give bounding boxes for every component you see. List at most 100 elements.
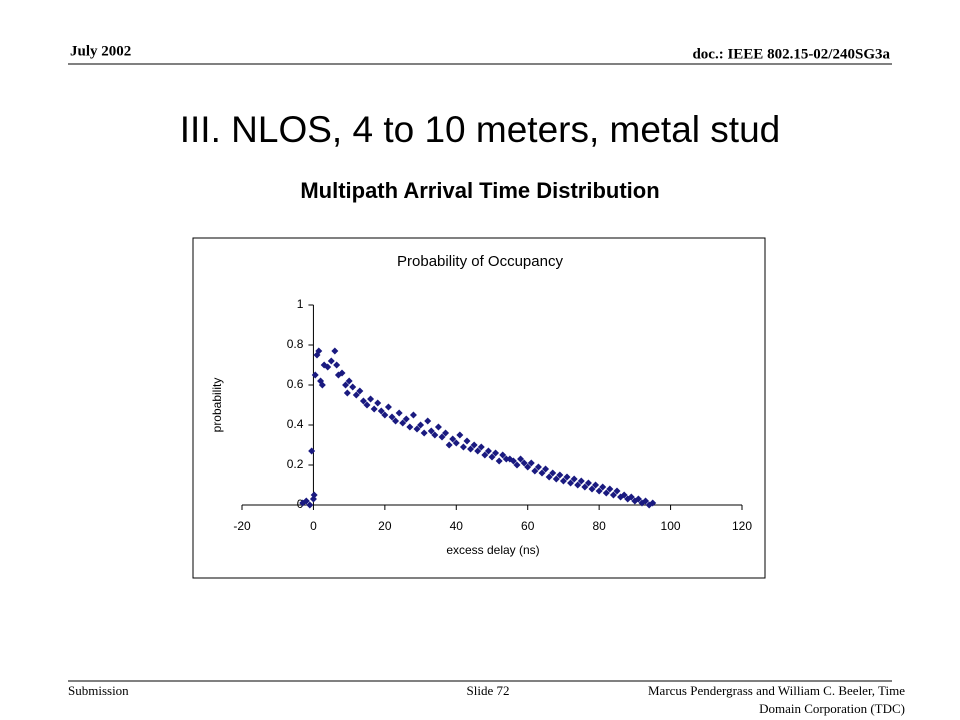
y-axis-label: probability	[210, 378, 224, 433]
point	[599, 483, 607, 491]
point	[331, 347, 339, 355]
point	[417, 421, 425, 429]
point	[552, 475, 560, 483]
point	[302, 497, 310, 505]
point	[531, 467, 539, 475]
point	[520, 459, 528, 467]
point	[456, 431, 464, 439]
point	[602, 489, 610, 497]
header-date: July 2002	[70, 43, 131, 59]
x-tick-label: 80	[592, 519, 606, 533]
point	[424, 417, 432, 425]
point	[549, 469, 557, 477]
point	[567, 479, 575, 487]
point	[452, 439, 460, 447]
point	[381, 411, 389, 419]
footer-left: Submission	[68, 683, 129, 698]
point	[470, 441, 478, 449]
point	[377, 407, 385, 415]
point	[399, 419, 407, 427]
footer-center: Slide 72	[467, 683, 510, 698]
point	[463, 437, 471, 445]
footer-right: Marcus Pendergrass and William C. Beeler…	[648, 683, 905, 698]
y-tick-label: 0.2	[287, 457, 304, 471]
x-axis-label: excess delay (ns)	[446, 543, 539, 557]
point	[406, 423, 414, 431]
point	[324, 363, 332, 371]
point	[431, 431, 439, 439]
point	[570, 475, 578, 483]
point	[342, 381, 350, 389]
point	[315, 347, 323, 355]
point	[481, 451, 489, 459]
point	[345, 377, 353, 385]
y-tick-label: 1	[297, 297, 304, 311]
point	[392, 417, 400, 425]
point	[499, 451, 507, 459]
point	[445, 441, 453, 449]
point	[367, 395, 375, 403]
point	[308, 447, 316, 455]
point	[413, 425, 421, 433]
point	[488, 453, 496, 461]
point	[427, 427, 435, 435]
point	[517, 455, 525, 463]
footer-right: Domain Corporation (TDC)	[759, 701, 905, 716]
point	[349, 383, 357, 391]
point	[343, 389, 351, 397]
point	[318, 381, 326, 389]
point	[613, 487, 621, 495]
point	[359, 397, 367, 405]
point	[333, 361, 341, 369]
point	[542, 465, 550, 473]
y-tick-label: 0.8	[287, 337, 304, 351]
chart-frame	[192, 237, 766, 579]
point	[513, 461, 521, 469]
x-tick-label: -20	[233, 519, 251, 533]
x-tick-label: 20	[378, 519, 392, 533]
point	[402, 415, 410, 423]
point	[627, 493, 635, 501]
point	[327, 357, 335, 365]
point	[477, 443, 485, 451]
point	[459, 443, 467, 451]
point	[374, 399, 382, 407]
point	[634, 495, 642, 503]
point	[388, 413, 396, 421]
x-tick-label: 60	[521, 519, 535, 533]
y-tick-label: 0.4	[287, 417, 304, 431]
point	[509, 457, 517, 465]
point	[352, 391, 360, 399]
point	[620, 491, 628, 499]
point	[584, 479, 592, 487]
point	[311, 371, 319, 379]
point	[438, 433, 446, 441]
y-tick-label: 0.6	[287, 377, 304, 391]
point	[527, 459, 535, 467]
point	[420, 429, 428, 437]
point	[474, 447, 482, 455]
point	[310, 491, 318, 499]
x-tick-label: 100	[661, 519, 681, 533]
point	[545, 473, 553, 481]
point	[642, 497, 650, 505]
point	[592, 481, 600, 489]
point	[588, 485, 596, 493]
point	[492, 449, 500, 457]
point	[538, 469, 546, 477]
point	[559, 477, 567, 485]
slide-title: III. NLOS, 4 to 10 meters, metal stud	[180, 109, 780, 150]
point	[467, 445, 475, 453]
point	[384, 403, 392, 411]
point	[574, 481, 582, 489]
point	[577, 477, 585, 485]
point	[395, 409, 403, 417]
point	[306, 501, 314, 509]
point	[363, 401, 371, 409]
point	[338, 369, 346, 377]
point	[649, 499, 657, 507]
point	[534, 463, 542, 471]
point	[484, 447, 492, 455]
point	[449, 435, 457, 443]
